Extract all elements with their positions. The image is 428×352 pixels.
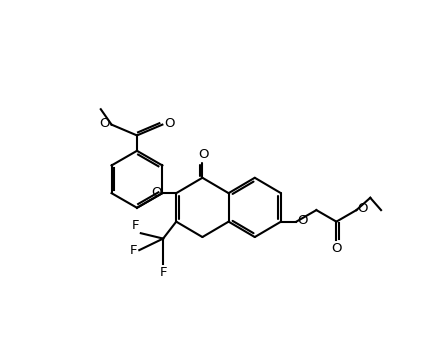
Text: F: F <box>130 244 138 257</box>
Text: F: F <box>159 265 167 278</box>
Text: O: O <box>297 214 308 227</box>
Text: O: O <box>331 243 342 256</box>
Text: O: O <box>198 148 208 161</box>
Text: O: O <box>357 202 368 215</box>
Text: O: O <box>165 117 175 130</box>
Text: O: O <box>151 186 162 199</box>
Text: F: F <box>132 219 139 232</box>
Text: O: O <box>99 117 110 130</box>
